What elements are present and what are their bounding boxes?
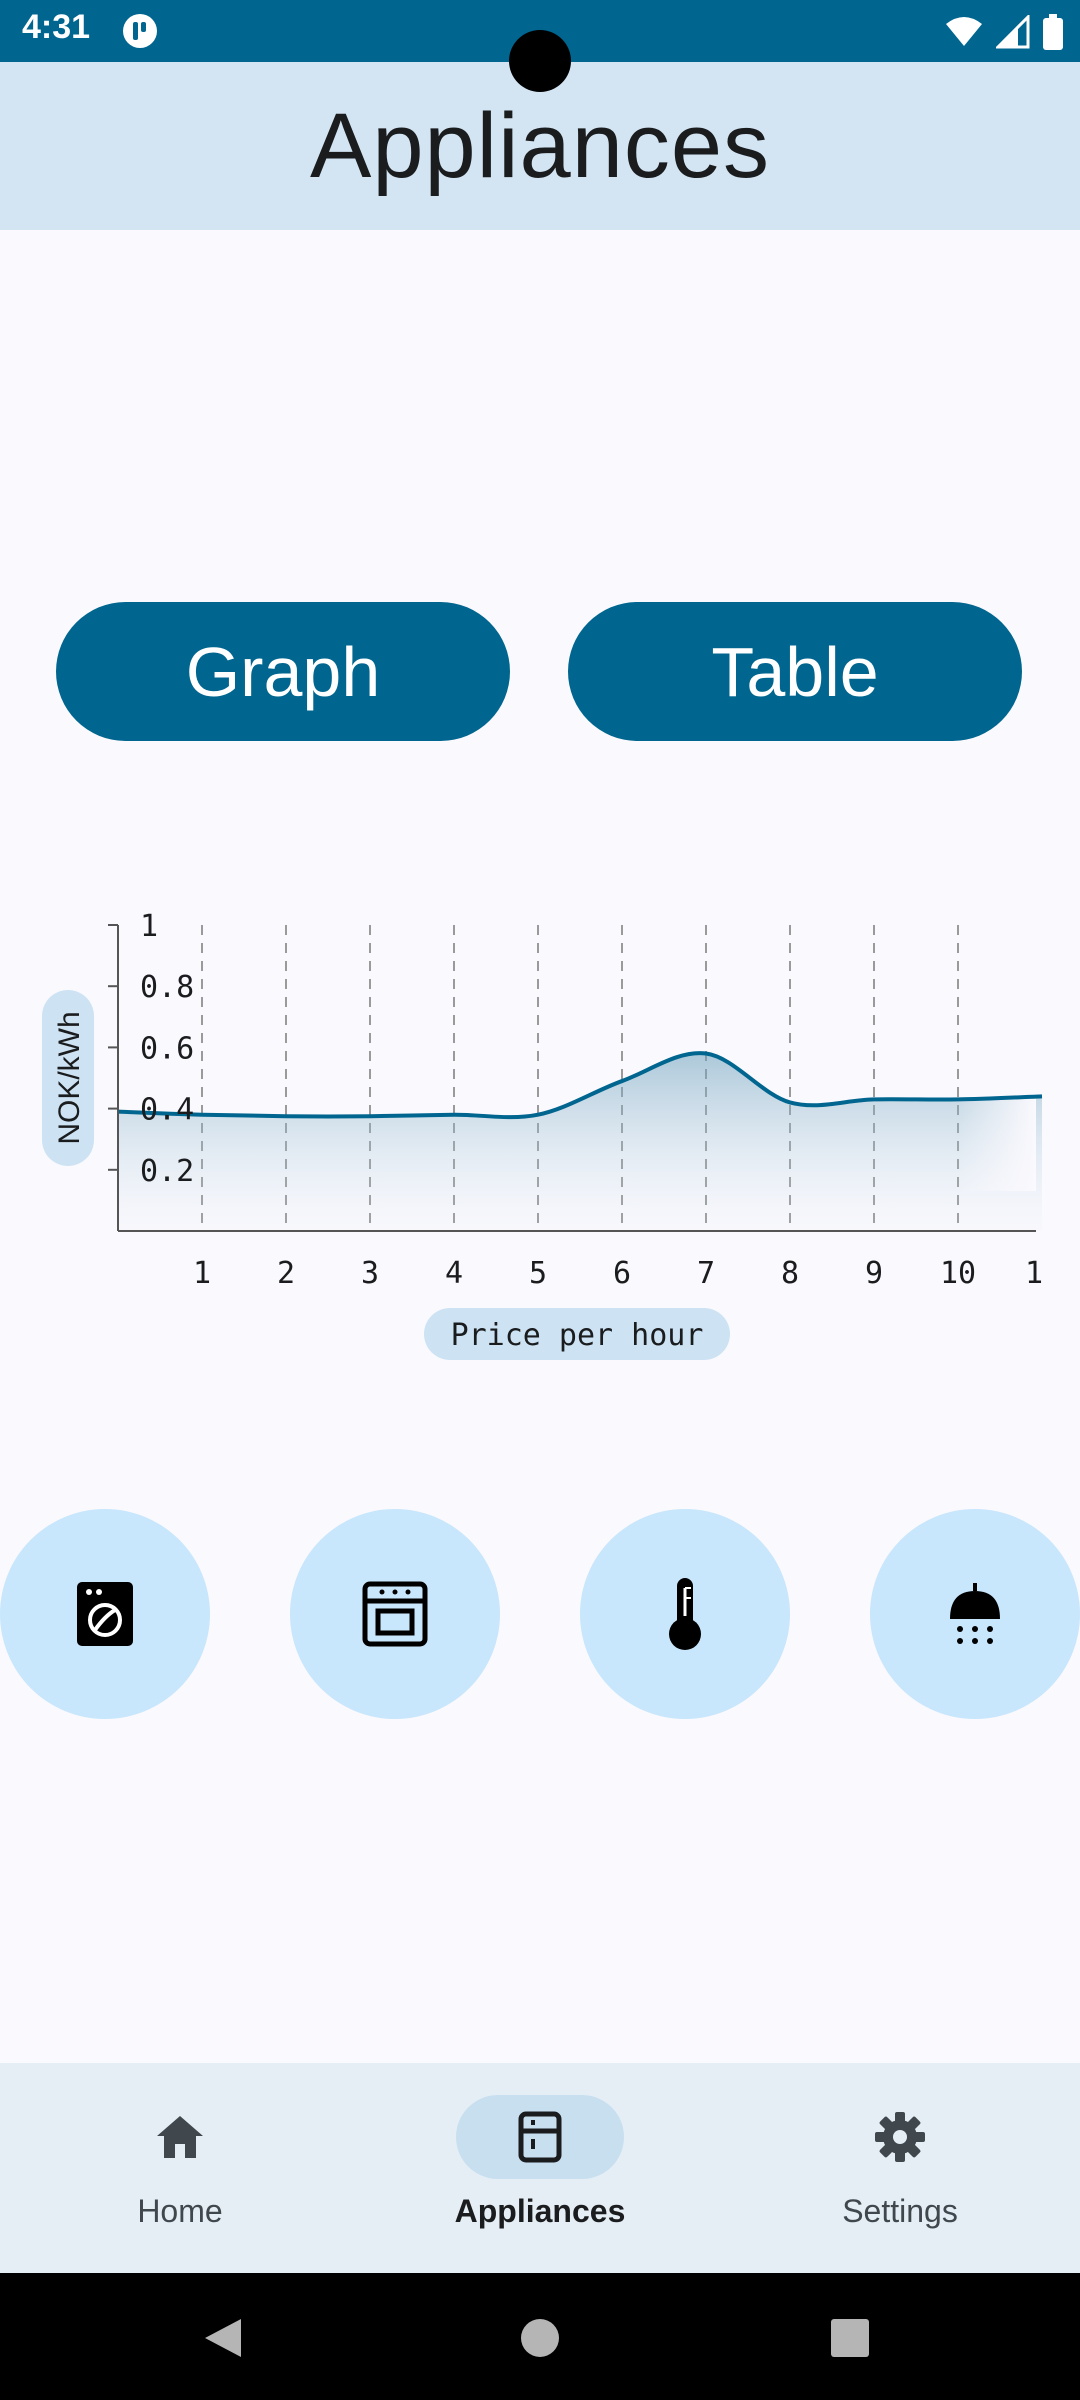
- nav-label-home: Home: [137, 2193, 223, 2229]
- washing-machine-icon: [77, 1582, 133, 1646]
- nav-label-settings: Settings: [842, 2193, 958, 2229]
- y-tick-label: 1: [140, 909, 158, 944]
- shower-button[interactable]: [870, 1509, 1080, 1719]
- x-tick-label: 9: [865, 1256, 883, 1291]
- y-tick-label: 0.4: [140, 1093, 194, 1128]
- x-tick-label: 5: [529, 1256, 547, 1291]
- x-tick-label: 4: [445, 1256, 463, 1291]
- x-axis-label-text: Price per hour: [451, 1318, 704, 1353]
- home-circle-icon[interactable]: [520, 2318, 560, 2358]
- bottom-navigation: Home Appliances: [0, 2063, 1080, 2273]
- thermometer-button[interactable]: [580, 1509, 790, 1719]
- battery-icon: [1043, 14, 1063, 50]
- nav-label-appliances: Appliances: [454, 2193, 626, 2229]
- y-tick-label: 0.6: [140, 1031, 194, 1066]
- x-tick-label: 2: [277, 1256, 295, 1291]
- nav-pill-appliances: [456, 2095, 624, 2179]
- oven-button[interactable]: [290, 1509, 500, 1719]
- table-button[interactable]: Table: [568, 602, 1022, 741]
- appliances-icon: [518, 2111, 562, 2163]
- system-navigation-bar: [0, 2273, 1080, 2400]
- page-title: Appliances: [309, 94, 771, 197]
- camera-cutout: [509, 30, 571, 92]
- signal-icon: [996, 15, 1030, 49]
- y-tick-label: 0.8: [140, 970, 194, 1005]
- nav-item-settings[interactable]: Settings: [720, 2063, 1080, 2273]
- nav-item-appliances[interactable]: Appliances: [360, 2063, 720, 2273]
- gear-icon: [875, 2112, 925, 2162]
- chart-series-line: [117, 1051, 1043, 1120]
- oven-icon: [362, 1581, 428, 1647]
- thermometer-icon: [669, 1578, 701, 1650]
- x-tick-label: 1: [193, 1256, 211, 1291]
- x-tick-label: 10: [940, 1256, 976, 1291]
- y-tick-label: 0.2: [140, 1154, 194, 1189]
- nav-pill-settings: [816, 2095, 984, 2179]
- back-icon[interactable]: [203, 2317, 243, 2359]
- x-tick-label: 1: [1025, 1256, 1043, 1291]
- nav-item-home[interactable]: Home: [0, 2063, 360, 2273]
- washing-machine-button[interactable]: [0, 1509, 210, 1719]
- y-axis-label: NOK/kWh: [42, 990, 94, 1166]
- chart-area-fill: [118, 1053, 1042, 1231]
- wifi-icon: [946, 17, 982, 46]
- y-axis-label-text: NOK/kWh: [53, 1011, 86, 1144]
- x-axis-label: Price per hour: [424, 1308, 730, 1360]
- home-icon: [157, 2116, 203, 2158]
- status-time: 4:31: [22, 8, 91, 46]
- x-tick-label: 7: [697, 1256, 715, 1291]
- status-icons: [944, 12, 1064, 52]
- shower-icon: [950, 1583, 1000, 1644]
- x-tick-label: 3: [361, 1256, 379, 1291]
- price-chart: 1 2 3 4 5 6 7 8 9 10 1 0.2 0.4 0.6 0.8 1 NOK/kWh Price …: [0, 880, 1080, 1400]
- nav-pill-home: [96, 2095, 264, 2179]
- recents-icon[interactable]: [830, 2318, 870, 2358]
- x-tick-label: 8: [781, 1256, 799, 1291]
- graph-button[interactable]: Graph: [56, 602, 510, 741]
- app-notification-icon: [123, 14, 157, 48]
- price-chart-svg: 1 2 3 4 5 6 7 8 9 10 1 0.2 0.4 0.6 0.8 1 NOK/kWh Price …: [42, 909, 1043, 1360]
- x-tick-label: 6: [613, 1256, 631, 1291]
